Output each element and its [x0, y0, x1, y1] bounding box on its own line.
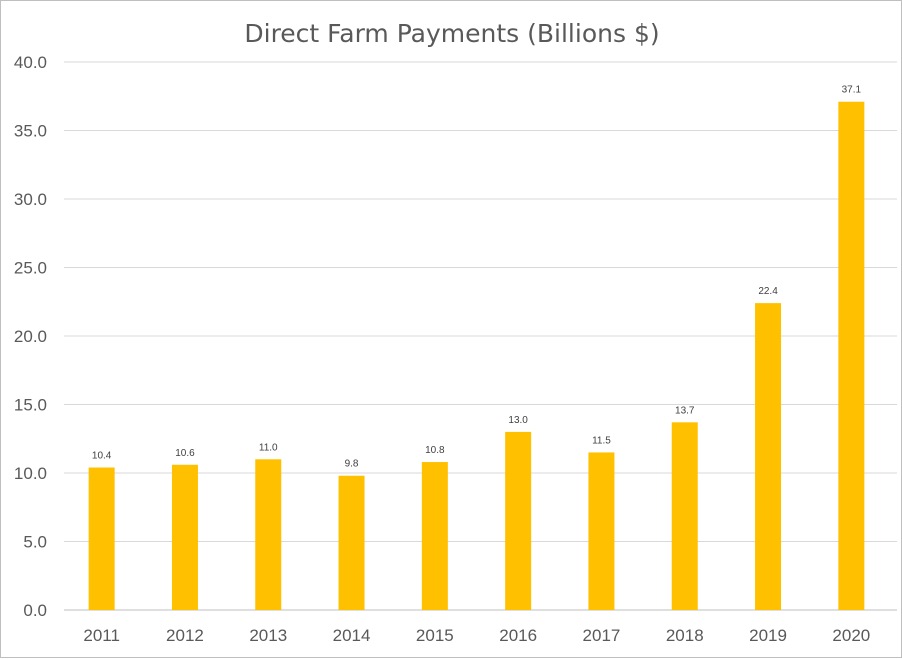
x-tick-label: 2012	[166, 626, 204, 645]
data-label: 10.4	[92, 451, 112, 462]
x-tick-label: 2016	[499, 626, 537, 645]
x-tick-label: 2014	[333, 626, 371, 645]
data-label: 10.6	[175, 448, 195, 459]
data-label: 11.5	[592, 435, 611, 446]
y-tick-label: 30.0	[14, 190, 47, 209]
bar	[671, 422, 698, 610]
y-tick-label: 5.0	[23, 533, 47, 552]
x-tick-label: 2018	[666, 626, 704, 645]
x-tick-label: 2011	[83, 626, 120, 645]
x-tick-label: 2019	[749, 626, 787, 645]
data-label: 37.1	[842, 85, 862, 96]
chart-title: Direct Farm Payments (Billions $)	[244, 19, 660, 48]
data-label: 10.8	[425, 445, 445, 456]
bar	[838, 101, 865, 610]
y-tick-label: 25.0	[14, 259, 47, 278]
bar	[588, 452, 615, 610]
y-tick-label: 10.0	[14, 464, 47, 483]
bar	[755, 303, 782, 610]
y-tick-label: 0.0	[23, 601, 47, 620]
bar	[255, 459, 282, 610]
y-tick-label: 40.0	[14, 53, 47, 72]
x-tick-label: 2015	[416, 626, 454, 645]
bar	[88, 467, 115, 610]
x-tick-label: 2017	[583, 626, 621, 645]
data-label: 11.0	[259, 442, 278, 453]
data-label: 13.7	[675, 405, 695, 416]
y-tick-label: 35.0	[14, 122, 47, 141]
data-label: 13.0	[508, 415, 528, 426]
bar	[171, 464, 198, 610]
x-tick-label: 2013	[249, 626, 287, 645]
bar	[421, 462, 448, 610]
data-label: 9.8	[345, 459, 359, 470]
data-label: 22.4	[758, 286, 778, 297]
bar	[338, 475, 365, 610]
bar	[505, 431, 532, 610]
y-tick-label: 20.0	[14, 327, 47, 346]
x-tick-label: 2020	[832, 626, 870, 645]
y-tick-label: 15.0	[14, 396, 47, 415]
